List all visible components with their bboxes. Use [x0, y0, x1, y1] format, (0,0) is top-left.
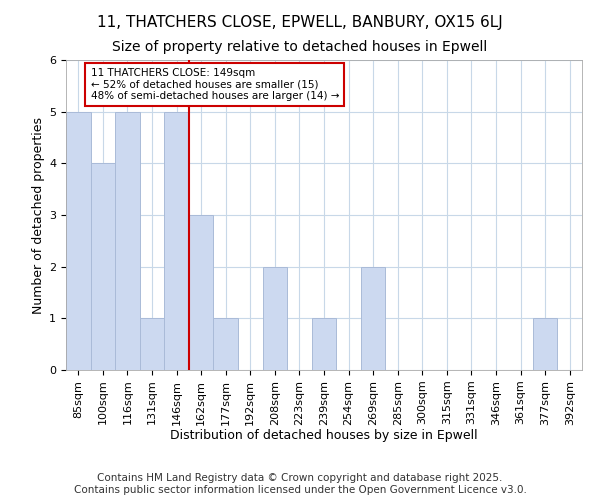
- Text: 11 THATCHERS CLOSE: 149sqm
← 52% of detached houses are smaller (15)
48% of semi: 11 THATCHERS CLOSE: 149sqm ← 52% of deta…: [91, 68, 339, 101]
- Y-axis label: Number of detached properties: Number of detached properties: [32, 116, 45, 314]
- Bar: [91, 164, 115, 370]
- Bar: [214, 318, 238, 370]
- Text: Contains HM Land Registry data © Crown copyright and database right 2025.
Contai: Contains HM Land Registry data © Crown c…: [74, 474, 526, 495]
- Bar: [140, 318, 164, 370]
- Bar: [361, 266, 385, 370]
- Bar: [189, 215, 214, 370]
- Bar: [66, 112, 91, 370]
- Text: 11, THATCHERS CLOSE, EPWELL, BANBURY, OX15 6LJ: 11, THATCHERS CLOSE, EPWELL, BANBURY, OX…: [97, 15, 503, 30]
- Bar: [164, 112, 189, 370]
- Bar: [312, 318, 336, 370]
- Text: Size of property relative to detached houses in Epwell: Size of property relative to detached ho…: [112, 40, 488, 54]
- X-axis label: Distribution of detached houses by size in Epwell: Distribution of detached houses by size …: [170, 429, 478, 442]
- Bar: [533, 318, 557, 370]
- Bar: [263, 266, 287, 370]
- Bar: [115, 112, 140, 370]
